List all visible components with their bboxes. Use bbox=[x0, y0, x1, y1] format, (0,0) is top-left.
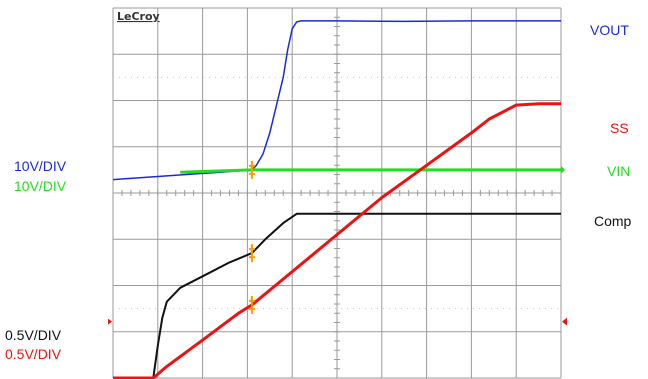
trace-ss bbox=[113, 102, 561, 379]
center-axis-ticks bbox=[112, 7, 562, 379]
trace-vin bbox=[180, 168, 561, 174]
label-vin: VIN bbox=[607, 163, 631, 179]
ss-level-indicator bbox=[562, 317, 567, 326]
label-ss: SS bbox=[610, 120, 629, 136]
ss-ground-indicator bbox=[108, 318, 112, 325]
cursor-marker bbox=[248, 295, 255, 314]
trace-vout bbox=[112, 20, 561, 181]
label-vout: VOUT bbox=[590, 22, 629, 38]
brand-logo: LeCroy bbox=[117, 10, 160, 23]
cursor-marker bbox=[248, 244, 255, 263]
scale-label-top-1: 10V/DIV bbox=[14, 158, 67, 174]
scale-label-bottom-1: 0.5V/DIV bbox=[5, 327, 62, 343]
trace-comp bbox=[113, 212, 561, 379]
label-comp: Comp bbox=[594, 213, 632, 229]
vin-level-indicator bbox=[561, 165, 565, 174]
scale-label-bottom-2: 0.5V/DIV bbox=[5, 346, 62, 362]
scale-label-top-2: 10V/DIV bbox=[14, 178, 67, 194]
cursor-marker bbox=[248, 160, 255, 179]
